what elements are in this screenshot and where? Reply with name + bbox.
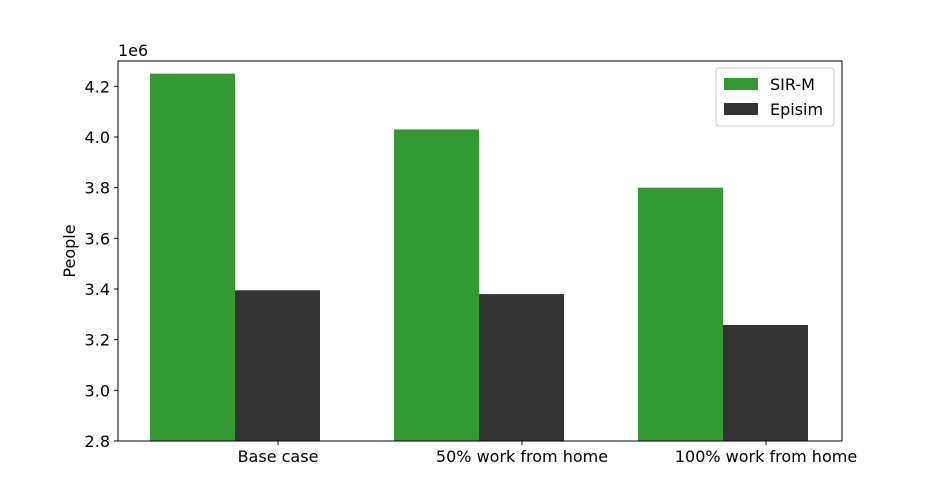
y-tick-label: 3.4	[85, 280, 110, 299]
y-tick-label: 3.8	[85, 179, 110, 198]
bar-episim-2	[479, 294, 564, 441]
legend-swatch-sir-m	[724, 78, 758, 90]
y-tick-label: 4.2	[85, 77, 110, 96]
bar-sir-m-3	[638, 187, 723, 441]
bar-episim-3	[723, 324, 808, 441]
x-axis: Base case 50% work from home 100% work fro…	[238, 441, 857, 466]
y-axis-label: People	[60, 224, 79, 277]
y-tick-label: 4.0	[85, 128, 110, 147]
y-axis-offset-text: 1e6	[118, 41, 148, 60]
y-axis: 2.8 3.0 3.2 3.4 3.6 3.8 4.0 4.2	[85, 77, 118, 451]
y-tick-label: 3.6	[85, 229, 110, 248]
legend: SIR-M Episim	[715, 67, 835, 127]
y-tick-label: 2.8	[85, 432, 110, 451]
x-tick-label: Base case	[238, 447, 319, 466]
legend-label-sir-m: SIR-M	[770, 75, 815, 94]
legend-label-episim: Episim	[770, 100, 823, 119]
x-tick-label: 100% work from home	[675, 447, 857, 466]
bar-sir-m-1	[150, 73, 235, 442]
y-tick-label: 3.2	[85, 331, 110, 350]
x-tick-label: 50% work from home	[436, 447, 608, 466]
plot-frame	[117, 60, 843, 442]
bars-group	[150, 73, 808, 442]
y-tick-label: 3.0	[85, 381, 110, 400]
legend-swatch-episim	[724, 103, 758, 115]
bar-sir-m-2	[394, 129, 479, 441]
bar-episim-1	[235, 290, 320, 441]
